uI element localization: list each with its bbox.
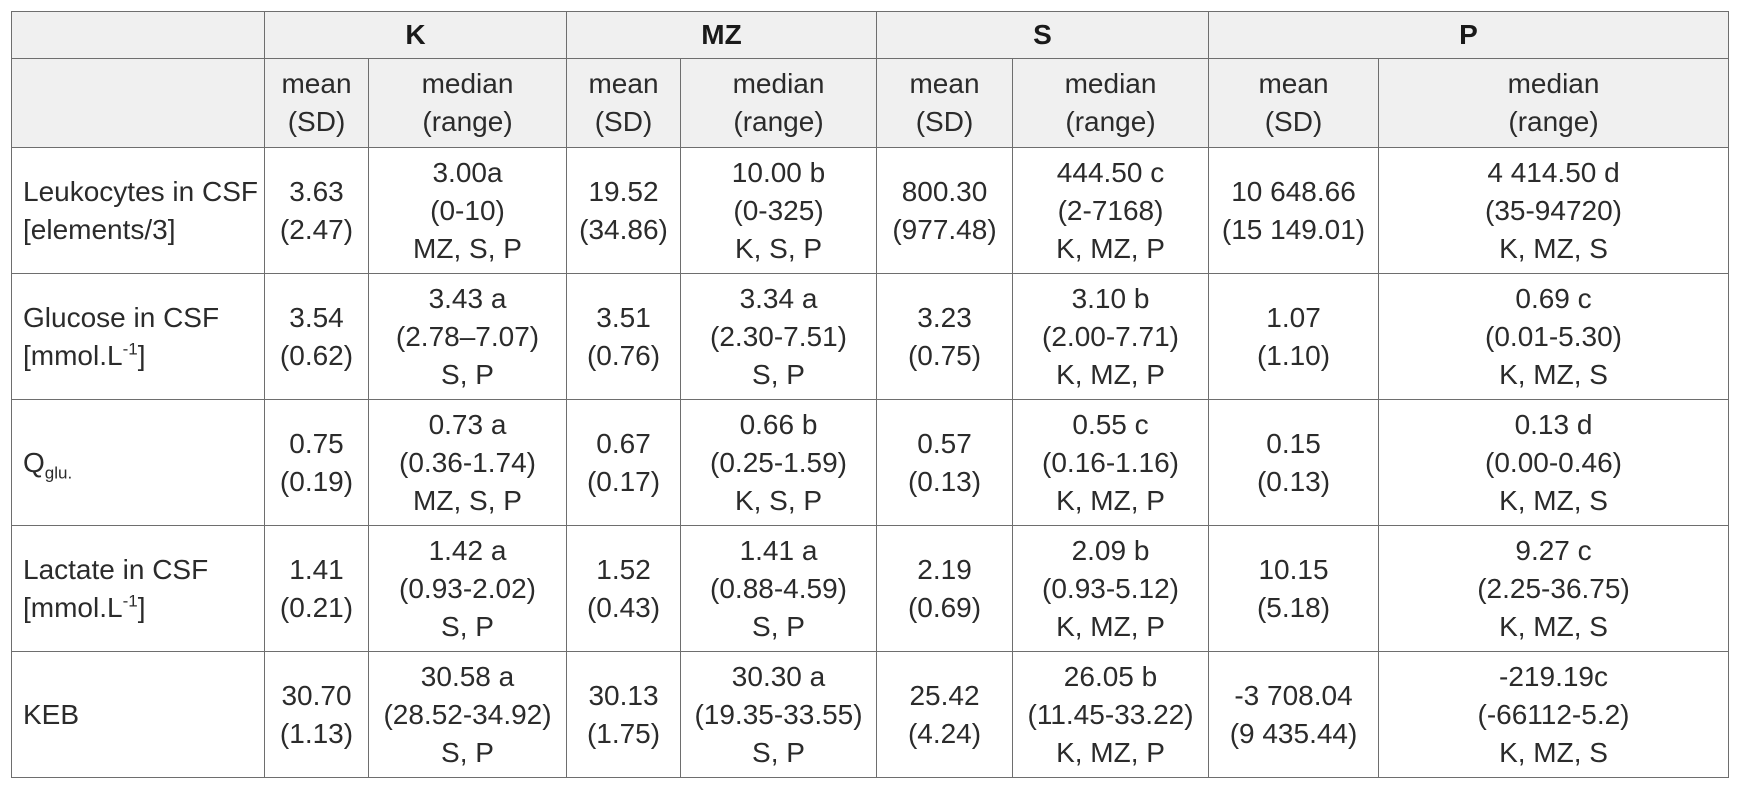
cell-mean-sd: 800.30 (977.48) xyxy=(876,147,1014,274)
cell-median-range: 1.42 a (0.93-2.02) S, P xyxy=(367,525,568,652)
table-row-keb: KEB 30.70 (1.13) 30.58 a (28.52-34.92) S, P… xyxy=(11,651,1730,778)
cell-mean-sd: 1.52 (0.43) xyxy=(566,525,682,652)
group-header-s: S xyxy=(876,11,1210,59)
stat-header-row: mean (SD) median (range) mean (SD) median (r… xyxy=(11,58,1730,148)
cell-mean-sd: 10 648.66 (15 149.01) xyxy=(1208,147,1380,274)
cell-median-range: 3.00a (0-10) MZ, S, P xyxy=(367,147,568,274)
cell-median-range: 9.27 c (2.25-36.75) K, MZ, S xyxy=(1378,525,1730,652)
cell-median-range: -219.19c (-66112-5.2) K, MZ, S xyxy=(1378,651,1730,778)
cell-median-range: 0.13 d (0.00-0.46) K, MZ, S xyxy=(1378,399,1730,526)
stat-header-mean: mean (SD) xyxy=(566,58,682,148)
cell-mean-sd: 1.41 (0.21) xyxy=(264,525,369,652)
cell-mean-sd: 0.75 (0.19) xyxy=(264,399,369,526)
cell-median-range: 0.73 a (0.36-1.74) MZ, S, P xyxy=(367,399,568,526)
group-header-mz: MZ xyxy=(566,11,878,59)
cell-mean-sd: 2.19 (0.69) xyxy=(876,525,1014,652)
cell-mean-sd: 1.07 (1.10) xyxy=(1208,273,1380,400)
cell-median-range: 3.43 a (2.78–7.07) S, P xyxy=(367,273,568,400)
table-body: Leukocytes in CSF [elements/3] 3.63 (2.47)… xyxy=(11,147,1730,778)
cell-median-range: 30.30 a (19.35-33.55) S, P xyxy=(680,651,878,778)
cell-median-range: 0.66 b (0.25-1.59) K, S, P xyxy=(680,399,878,526)
table-row-leukocytes: Leukocytes in CSF [elements/3] 3.63 (2.47)… xyxy=(11,147,1730,274)
stat-header-median: median (range) xyxy=(1378,58,1730,148)
row-label: Lactate in CSF [mmol.L-1] xyxy=(11,525,265,652)
group-header-k: K xyxy=(263,11,568,59)
cell-mean-sd: 3.54 (0.62) xyxy=(264,273,369,400)
row-label: Glucose in CSF [mmol.L-1] xyxy=(11,273,265,400)
table-row-qglu: Qglu. 0.75 (0.19) 0.73 a (0.36-1.74) MZ, S,… xyxy=(11,399,1730,526)
cell-mean-sd: 30.13 (1.75) xyxy=(566,651,682,778)
stat-header-median: median (range) xyxy=(1012,58,1210,148)
stat-header-mean: mean (SD) xyxy=(876,58,1014,148)
corner-cell xyxy=(11,11,265,59)
cell-mean-sd: 0.15 (0.13) xyxy=(1208,399,1380,526)
row-label: KEB xyxy=(11,651,265,778)
cell-median-range: 2.09 b (0.93-5.12) K, MZ, P xyxy=(1012,525,1210,652)
cell-median-range: 3.34 a (2.30-7.51) S, P xyxy=(680,273,878,400)
cell-median-range: 0.69 c (0.01-5.30) K, MZ, S xyxy=(1378,273,1730,400)
cell-mean-sd: 0.67 (0.17) xyxy=(566,399,682,526)
cell-mean-sd: 10.15 (5.18) xyxy=(1208,525,1380,652)
cell-median-range: 10.00 b (0-325) K, S, P xyxy=(680,147,878,274)
cell-mean-sd: 25.42 (4.24) xyxy=(876,651,1014,778)
cell-median-range: 4 414.50 d (35-94720) K, MZ, S xyxy=(1378,147,1730,274)
table-row-glucose: Glucose in CSF [mmol.L-1] 3.54 (0.62) 3.43… xyxy=(11,273,1730,400)
cell-median-range: 30.58 a (28.52-34.92) S, P xyxy=(367,651,568,778)
table-row-lactate: Lactate in CSF [mmol.L-1] 1.41 (0.21) 1.42… xyxy=(11,525,1730,652)
cell-mean-sd: 3.23 (0.75) xyxy=(876,273,1014,400)
cell-median-range: 3.10 b (2.00-7.71) K, MZ, P xyxy=(1012,273,1210,400)
stat-header-mean: mean (SD) xyxy=(264,58,369,148)
cell-mean-sd: 0.57 (0.13) xyxy=(876,399,1014,526)
cell-median-range: 1.41 a (0.88-4.59) S, P xyxy=(680,525,878,652)
row-label: Leukocytes in CSF [elements/3] xyxy=(11,147,265,274)
group-header-row: K MZ S P xyxy=(11,11,1730,59)
cell-mean-sd: 30.70 (1.13) xyxy=(264,651,369,778)
stat-header-mean: mean (SD) xyxy=(1208,58,1380,148)
cell-mean-sd: 3.51 (0.76) xyxy=(566,273,682,400)
corner-cell-2 xyxy=(11,58,265,148)
row-label: Qglu. xyxy=(11,399,265,526)
statistics-table: K MZ S P mean (SD) median (range) mean (SD)… xyxy=(11,11,1730,778)
group-header-p: P xyxy=(1208,11,1730,59)
cell-median-range: 26.05 b (11.45-33.22) K, MZ, P xyxy=(1012,651,1210,778)
cell-median-range: 444.50 c (2-7168) K, MZ, P xyxy=(1012,147,1210,274)
cell-mean-sd: -3 708.04 (9 435.44) xyxy=(1208,651,1380,778)
cell-median-range: 0.55 c (0.16-1.16) K, MZ, P xyxy=(1012,399,1210,526)
cell-mean-sd: 3.63 (2.47) xyxy=(264,147,369,274)
stat-header-median: median (range) xyxy=(367,58,568,148)
cell-mean-sd: 19.52 (34.86) xyxy=(566,147,682,274)
stat-header-median: median (range) xyxy=(680,58,878,148)
